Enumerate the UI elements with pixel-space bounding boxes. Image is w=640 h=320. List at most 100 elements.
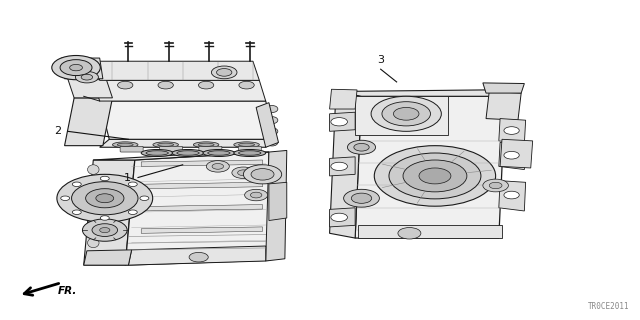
- Circle shape: [96, 194, 114, 203]
- Ellipse shape: [157, 143, 173, 146]
- Circle shape: [70, 64, 83, 71]
- Circle shape: [483, 179, 508, 192]
- Text: FR.: FR.: [58, 286, 77, 297]
- Circle shape: [250, 192, 262, 198]
- Circle shape: [344, 189, 380, 207]
- Polygon shape: [358, 225, 502, 238]
- Ellipse shape: [141, 149, 173, 156]
- Polygon shape: [355, 96, 448, 134]
- Text: 3: 3: [377, 55, 384, 65]
- Circle shape: [52, 55, 100, 80]
- FancyBboxPatch shape: [159, 146, 182, 152]
- Circle shape: [382, 102, 431, 126]
- Polygon shape: [355, 96, 505, 238]
- Ellipse shape: [266, 117, 278, 124]
- Circle shape: [72, 182, 138, 215]
- Polygon shape: [93, 80, 266, 101]
- FancyBboxPatch shape: [199, 146, 222, 152]
- Ellipse shape: [239, 151, 261, 155]
- Ellipse shape: [198, 143, 214, 146]
- Circle shape: [189, 252, 208, 262]
- Circle shape: [140, 196, 149, 200]
- Polygon shape: [486, 92, 521, 120]
- Circle shape: [128, 210, 137, 214]
- Polygon shape: [483, 83, 524, 93]
- Polygon shape: [256, 103, 278, 147]
- Polygon shape: [141, 204, 262, 211]
- Polygon shape: [336, 90, 505, 96]
- Circle shape: [504, 127, 519, 134]
- Polygon shape: [93, 152, 269, 160]
- Circle shape: [61, 196, 70, 200]
- Circle shape: [212, 164, 223, 169]
- Polygon shape: [125, 152, 269, 265]
- Circle shape: [76, 71, 99, 83]
- Circle shape: [72, 182, 81, 187]
- Ellipse shape: [239, 143, 255, 146]
- Circle shape: [128, 182, 137, 187]
- Ellipse shape: [88, 189, 99, 199]
- Ellipse shape: [88, 238, 99, 248]
- Ellipse shape: [153, 142, 179, 148]
- Ellipse shape: [208, 151, 230, 155]
- Circle shape: [72, 210, 81, 214]
- Circle shape: [100, 176, 109, 181]
- Polygon shape: [499, 142, 525, 170]
- Circle shape: [57, 174, 153, 222]
- Circle shape: [239, 81, 254, 89]
- Circle shape: [374, 146, 495, 206]
- Circle shape: [100, 216, 109, 220]
- Circle shape: [198, 81, 214, 89]
- Circle shape: [211, 66, 237, 79]
- Polygon shape: [330, 112, 355, 131]
- Ellipse shape: [177, 151, 199, 155]
- Polygon shape: [330, 157, 355, 176]
- Circle shape: [419, 168, 451, 184]
- Circle shape: [389, 153, 481, 199]
- Polygon shape: [84, 250, 132, 265]
- Polygon shape: [330, 92, 362, 238]
- Polygon shape: [330, 208, 355, 227]
- Ellipse shape: [203, 149, 235, 156]
- Text: 2: 2: [54, 126, 61, 136]
- Ellipse shape: [88, 165, 99, 174]
- Polygon shape: [93, 61, 259, 80]
- Circle shape: [489, 182, 502, 189]
- Circle shape: [354, 143, 369, 151]
- Circle shape: [504, 151, 519, 159]
- Ellipse shape: [113, 142, 138, 148]
- Ellipse shape: [117, 143, 133, 146]
- Circle shape: [244, 189, 268, 201]
- FancyBboxPatch shape: [238, 146, 261, 152]
- Circle shape: [398, 228, 421, 239]
- Circle shape: [243, 165, 282, 184]
- Ellipse shape: [146, 151, 168, 155]
- Circle shape: [216, 68, 232, 76]
- Polygon shape: [499, 119, 525, 144]
- Circle shape: [118, 81, 133, 89]
- Circle shape: [83, 219, 127, 241]
- Circle shape: [92, 224, 118, 236]
- Circle shape: [403, 160, 467, 192]
- Circle shape: [371, 96, 442, 131]
- Polygon shape: [266, 150, 287, 261]
- Polygon shape: [84, 160, 135, 265]
- Polygon shape: [129, 246, 266, 265]
- Ellipse shape: [234, 142, 259, 148]
- Polygon shape: [141, 227, 262, 233]
- Circle shape: [331, 162, 348, 171]
- Circle shape: [86, 189, 124, 208]
- Text: TR0CE2011: TR0CE2011: [588, 302, 630, 311]
- Polygon shape: [68, 79, 113, 98]
- Ellipse shape: [193, 142, 219, 148]
- Ellipse shape: [88, 214, 99, 223]
- Circle shape: [394, 108, 419, 120]
- Circle shape: [158, 81, 173, 89]
- Circle shape: [251, 169, 274, 180]
- Ellipse shape: [234, 149, 266, 156]
- Circle shape: [348, 140, 376, 154]
- Circle shape: [81, 74, 93, 80]
- Polygon shape: [61, 58, 103, 79]
- Polygon shape: [65, 98, 113, 146]
- Ellipse shape: [266, 128, 278, 135]
